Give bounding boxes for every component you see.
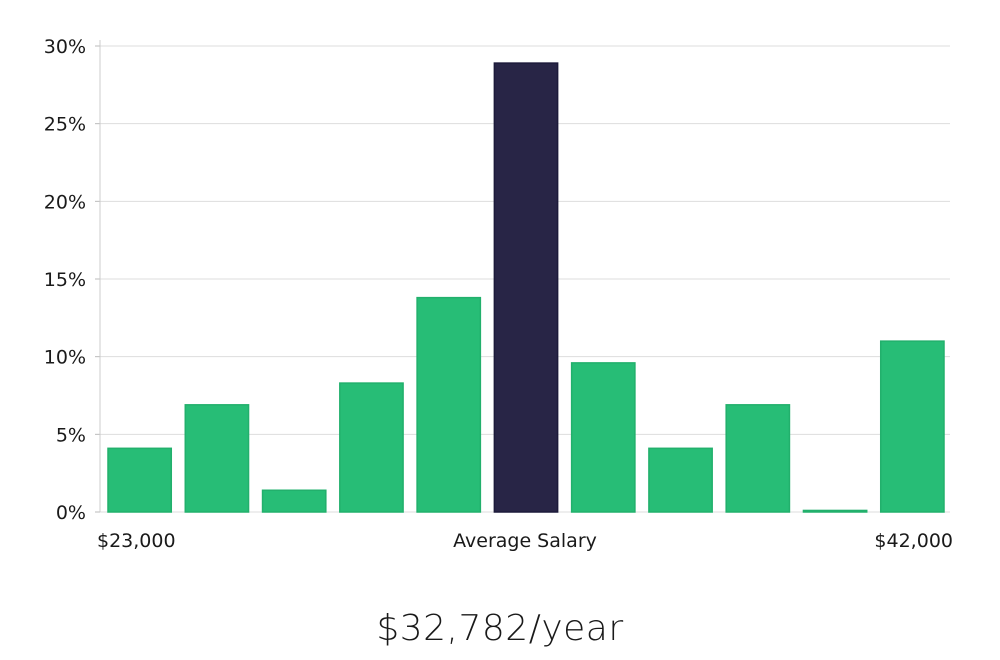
y-tick-label: 25%: [44, 114, 86, 136]
average-salary-value: $32,782/year: [376, 608, 624, 649]
x-max-label: $42,000: [874, 530, 953, 552]
bar: [570, 362, 636, 513]
bar: [261, 489, 327, 513]
salary-histogram: 0% 5% 10% 15% 20% 25% 30% $23,000 Average Sala…: [44, 36, 953, 552]
y-tick-label: 10%: [44, 347, 86, 369]
y-axis-ticks: 0% 5% 10% 15% 20% 25% 30%: [44, 36, 100, 524]
bar: [339, 382, 404, 513]
bar: [107, 447, 173, 513]
bar: [416, 296, 482, 513]
bar: [648, 447, 713, 513]
bar: [802, 509, 868, 513]
bar: [184, 404, 250, 513]
bar: [725, 404, 791, 513]
bar-average-salary: [493, 62, 559, 513]
y-tick-label: 15%: [44, 269, 86, 291]
y-tick-label: 30%: [44, 36, 86, 58]
y-tick-label: 0%: [56, 502, 86, 524]
bars: [107, 62, 945, 513]
x-axis-title: Average Salary: [453, 530, 597, 552]
y-tick-label: 5%: [56, 424, 86, 446]
bar: [879, 340, 945, 513]
x-min-label: $23,000: [97, 530, 176, 552]
y-tick-label: 20%: [44, 191, 86, 213]
